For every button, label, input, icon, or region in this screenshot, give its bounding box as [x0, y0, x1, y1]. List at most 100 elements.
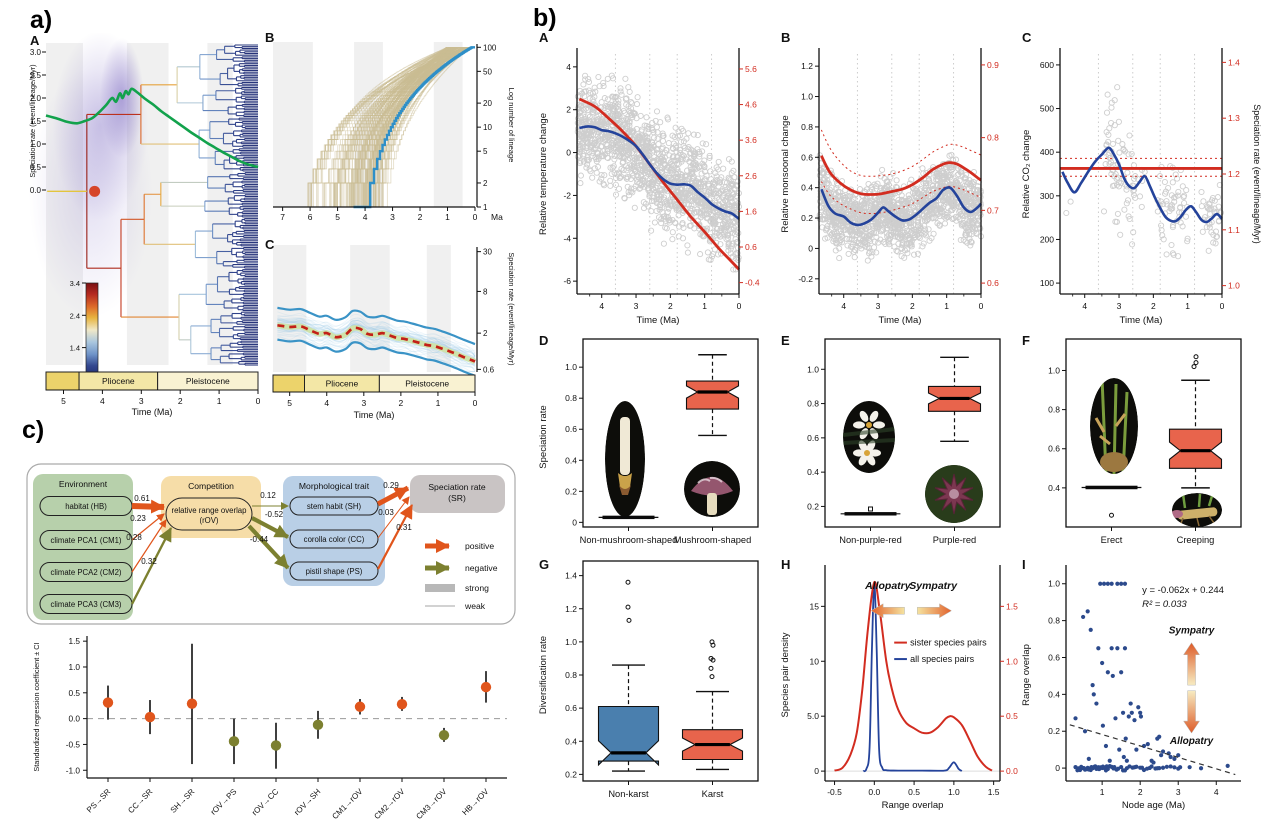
proxy-scatter-points: [1063, 84, 1224, 260]
svg-text:CM3→rOV: CM3→rOV: [414, 787, 448, 821]
svg-text:0.6: 0.6: [745, 242, 757, 252]
svg-text:0.6: 0.6: [987, 278, 999, 288]
svg-text:0.8: 0.8: [1048, 405, 1060, 415]
svg-text:5.6: 5.6: [745, 64, 757, 74]
svg-text:1: 1: [944, 301, 949, 311]
svg-text:-6: -6: [563, 276, 571, 286]
svg-text:climate PCA2 (CM2): climate PCA2 (CM2): [50, 568, 121, 577]
svg-text:1: 1: [445, 212, 450, 222]
svg-text:0: 0: [473, 398, 478, 408]
svg-text:0.9: 0.9: [987, 60, 999, 70]
svg-text:Allopatry: Allopatry: [1169, 736, 1214, 747]
svg-text:1.2: 1.2: [565, 604, 577, 614]
svg-text:Sympatry: Sympatry: [909, 580, 958, 592]
svg-text:3: 3: [1117, 301, 1122, 311]
monsoonal-change-panel: 1.2 1.0 0.8 0.6 0.4 0.2 0 -0.2 0.9 0.8 0.7 0.6 4 3 2 1 0…: [775, 26, 1020, 331]
svg-text:0.8: 0.8: [565, 393, 577, 403]
svg-text:-1.0: -1.0: [66, 765, 81, 775]
svg-text:F: F: [1022, 333, 1030, 348]
svg-text:0: 0: [256, 396, 261, 406]
svg-text:relative range overlap: relative range overlap: [172, 506, 248, 515]
svg-text:4: 4: [566, 62, 571, 72]
svg-text:0.7: 0.7: [987, 205, 999, 215]
svg-text:1: 1: [436, 398, 441, 408]
svg-text:5: 5: [61, 396, 66, 406]
svg-text:Erect: Erect: [1101, 535, 1123, 545]
svg-text:0: 0: [473, 212, 478, 222]
epoch-segment: [45, 371, 80, 391]
node-SH: [289, 496, 379, 516]
svg-text:stem habit (SH): stem habit (SH): [307, 502, 362, 511]
svg-text:0.61: 0.61: [134, 494, 150, 503]
svg-text:Purple-red: Purple-red: [933, 535, 976, 545]
glacial-stripe: [273, 42, 313, 207]
svg-text:0.6: 0.6: [807, 433, 819, 443]
svg-text:1.2: 1.2: [1228, 169, 1240, 179]
svg-text:0.4: 0.4: [565, 736, 577, 746]
svg-text:SH→SR: SH→SR: [169, 787, 197, 815]
svg-text:B: B: [265, 30, 274, 45]
svg-text:0.31: 0.31: [396, 523, 412, 532]
svg-text:2: 2: [1151, 301, 1156, 311]
path-diagram-panel: Environment Competition Morphological trai…: [25, 460, 519, 628]
svg-text:CC→SR: CC→SR: [126, 787, 154, 815]
path-edge-SH-SR: [376, 485, 410, 507]
svg-text:1.0: 1.0: [807, 364, 819, 374]
svg-text:habitat (HB): habitat (HB): [65, 502, 107, 511]
svg-text:0: 0: [737, 301, 742, 311]
svg-text:600: 600: [1040, 60, 1054, 70]
bA-svg: 4 2 0 -2 -4 -6 5.6 4.6 3.6 2.6 1.6 0.6 -0.4 4 3 2 1 0 Time…: [538, 30, 760, 326]
empirical-ltt-line: [353, 46, 475, 209]
svg-text:3: 3: [139, 396, 144, 406]
coefficient-point: [186, 698, 198, 709]
svg-text:200: 200: [1040, 234, 1054, 244]
svg-text:2: 2: [418, 212, 423, 222]
erect-stem-photo: [1090, 378, 1138, 474]
svg-text:5: 5: [483, 147, 488, 156]
svg-text:Allopatry: Allopatry: [864, 580, 912, 592]
svg-text:R² = 0.033: R² = 0.033: [1142, 599, 1187, 610]
svg-text:0.4: 0.4: [1048, 689, 1060, 699]
svg-text:5.0: 5.0: [807, 711, 819, 721]
outlier-point: [708, 665, 714, 671]
svg-text:1.0: 1.0: [1006, 656, 1018, 666]
svg-text:Time (Ma): Time (Ma): [879, 315, 922, 326]
climate-trend-line: [578, 97, 741, 271]
svg-text:C: C: [265, 237, 275, 252]
svg-text:Pleistocene: Pleistocene: [186, 376, 230, 386]
svg-text:2: 2: [178, 396, 183, 406]
svg-text:Non-purple-red: Non-purple-red: [839, 535, 902, 545]
svg-text:0.6: 0.6: [1048, 444, 1060, 454]
svg-text:1.5: 1.5: [988, 787, 1000, 797]
svg-text:4: 4: [841, 301, 846, 311]
path-edge-rOV-CC: [251, 516, 289, 539]
sympatry-arrow: [1183, 642, 1201, 686]
svg-text:Non-mushroom-shaped: Non-mushroom-shaped: [580, 535, 678, 545]
panel-a-label: a): [30, 6, 53, 34]
svg-text:G: G: [539, 557, 549, 572]
outlier-point: [625, 579, 631, 585]
bF-svg: Erect Creeping 0.4 0.6 0.8 1.0 F: [1022, 333, 1242, 545]
svg-text:0.6: 0.6: [801, 152, 813, 162]
svg-text:50: 50: [483, 67, 492, 76]
svg-text:1.5: 1.5: [68, 636, 80, 646]
svg-text:0.23: 0.23: [130, 514, 146, 523]
path-edge-CM1-rOV: [131, 513, 165, 541]
svg-text:corolla color (CC): corolla color (CC): [304, 535, 365, 544]
bG-svg: Non-karst Karst 0.2 0.4 0.6 0.8 1.0 1.2 1.4 Diver…: [538, 557, 759, 799]
outlier-point: [626, 617, 632, 623]
smoothed-proxy-line: [820, 186, 983, 227]
svg-text:Mushroom-shaped: Mushroom-shaped: [674, 535, 752, 545]
coefficient-point: [228, 736, 240, 747]
purple-red-flower-photo: [925, 465, 983, 523]
svg-text:2: 2: [566, 105, 571, 115]
group-box: [33, 474, 133, 620]
svg-text:3: 3: [876, 301, 881, 311]
proxy-scatter-points: [816, 151, 985, 264]
svg-text:100: 100: [483, 43, 497, 52]
svg-text:4: 4: [599, 301, 604, 311]
svg-text:3: 3: [1176, 787, 1181, 797]
notched-box: [597, 705, 660, 767]
